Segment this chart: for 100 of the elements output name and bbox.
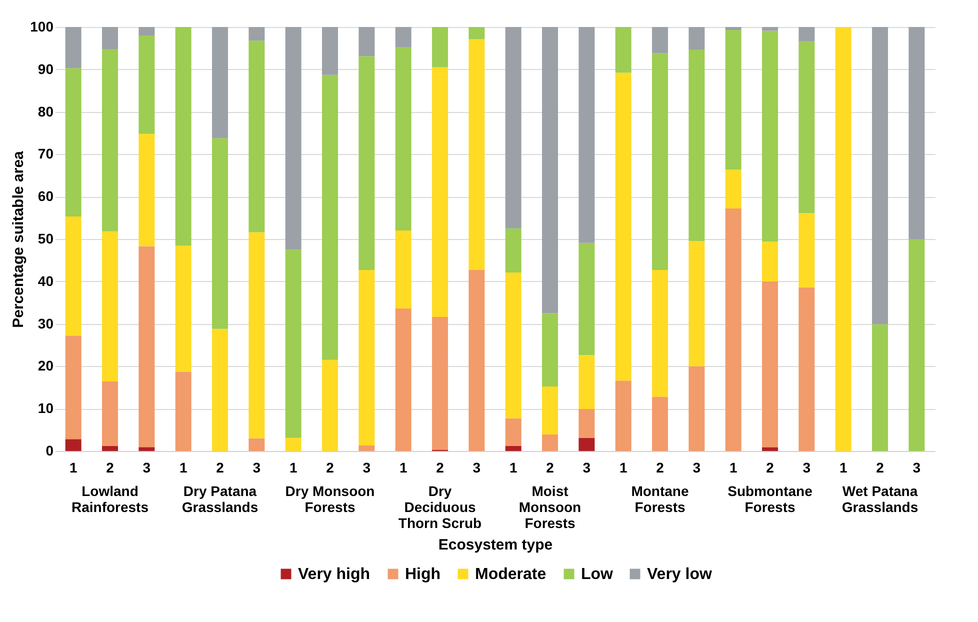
x-tick-label: 3 [142,460,151,476]
bar [652,396,668,451]
bar [248,40,265,232]
legend-label: High [405,566,441,583]
bar [505,418,522,446]
bar [102,49,118,232]
x-axis-title: Ecosystem type [438,536,553,554]
x-tick-label: 2 [546,460,554,476]
bar [542,313,558,387]
bar [835,27,852,451]
bar [432,27,448,68]
legend-label: Low [581,566,614,583]
legend-label: Moderate [475,566,546,583]
bar [358,270,375,446]
bar [688,241,705,366]
x-tick-label: 1 [729,460,738,476]
bar [285,27,302,250]
bar [872,324,888,451]
bar [212,27,228,138]
x-tick-label: 3 [582,460,591,476]
y-tick-label: 90 [38,60,54,77]
bar [322,74,338,360]
y-tick-label: 80 [38,103,54,120]
bar [798,213,815,288]
bar [798,41,815,214]
x-tick-label: 3 [802,460,811,476]
bar [762,242,778,282]
bar [578,438,595,451]
bar [542,434,558,451]
bar [65,216,82,336]
y-tick-label: 40 [38,272,54,289]
bar [138,27,155,36]
bar [652,53,668,270]
bar [212,138,228,329]
text: Moist Monsoon Forests [518,483,582,531]
bar [65,27,82,68]
bar [175,372,192,451]
text: Submontane Forests [728,483,813,515]
bar [395,308,412,451]
bar [432,67,448,318]
bar [395,47,412,231]
bar [505,27,522,228]
bar [615,27,632,73]
bar [285,250,302,438]
y-tick-label: 30 [38,315,54,332]
bar [468,39,485,270]
bar [322,27,338,75]
bar [248,438,265,451]
x-tick-label: 2 [216,460,224,476]
bar [212,328,228,451]
bar [762,30,778,242]
bar [102,381,118,446]
x-tick-label: 2 [436,460,444,476]
bar [762,447,778,451]
bar [65,68,82,217]
bar [65,336,82,440]
bar [542,27,558,314]
bar [908,27,925,240]
bar [468,27,485,40]
bar [248,232,265,438]
text: Wet Patana Grasslands [842,483,918,515]
x-tick-label: 3 [692,460,701,476]
bar [688,27,705,50]
bar [138,246,155,448]
x-tick-label: 1 [399,460,408,476]
bar [798,27,815,42]
bar [615,380,632,451]
bar [395,27,412,48]
bar [908,239,925,451]
bar [725,30,742,170]
y-axis-title: Percentage suitable area [10,150,28,328]
bar [175,246,192,372]
bar [102,231,118,382]
bar [578,242,595,356]
bar [798,287,815,451]
bar [102,446,118,451]
x-tick-label: 1 [69,460,78,476]
bar [762,27,778,31]
bar [175,27,192,246]
bar [65,439,82,451]
bar [578,27,595,243]
bar [432,317,448,450]
legend-label: Very high [298,566,370,583]
bar [615,72,632,381]
x-tick-label: 2 [106,460,114,476]
bar [358,27,375,56]
bar [358,56,375,270]
x-tick-label: 1 [509,460,518,476]
y-tick-label: 60 [38,188,54,204]
x-tick-label: 2 [766,460,774,476]
y-tick-label: 70 [38,146,54,162]
text: Lowland Rainforests [71,483,149,515]
text: Dry Patana Grasslands [182,483,258,515]
bar [578,355,595,410]
bar [358,445,375,451]
y-tick-label: 100 [30,18,54,34]
bar [688,366,705,451]
bar [395,230,412,309]
bar [138,134,155,246]
bar [322,360,338,451]
